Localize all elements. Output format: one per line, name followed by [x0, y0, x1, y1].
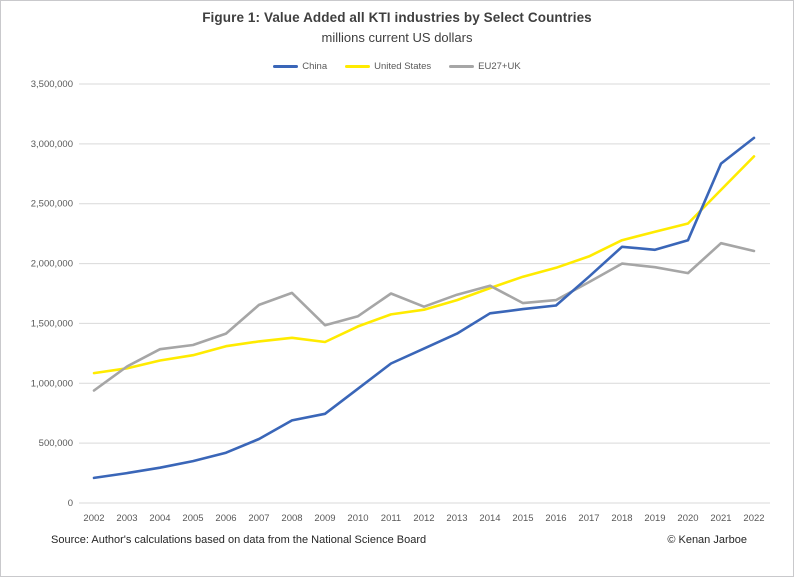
- y-tick-label: 0: [68, 498, 73, 509]
- x-tick-label: 2008: [281, 513, 302, 524]
- x-tick-label: 2002: [83, 513, 104, 524]
- chart-title: Figure 1: Value Added all KTI industries…: [202, 10, 592, 25]
- x-tick-label: 2005: [182, 513, 203, 524]
- x-tick-label: 2022: [743, 513, 764, 524]
- x-tick-label: 2003: [116, 513, 137, 524]
- series-line-united-states: [92, 155, 756, 375]
- y-tick-label: 500,000: [39, 438, 73, 449]
- x-tick-label: 2017: [578, 513, 599, 524]
- series-line-china: [92, 136, 756, 480]
- x-tick-label: 2007: [248, 513, 269, 524]
- legend-item-eu27-uk: EU27+UK: [449, 61, 521, 72]
- y-tick-label: 2,500,000: [31, 199, 73, 210]
- chart-subtitle: millions current US dollars: [321, 30, 473, 45]
- copyright-credit: © Kenan Jarboe: [667, 534, 747, 546]
- legend-swatch-eu27-uk: [449, 65, 475, 68]
- legend-item-china: China: [273, 61, 327, 72]
- chart-footer: Source: Author's calculations based on d…: [51, 534, 747, 546]
- legend-swatch-china: [273, 65, 299, 68]
- legend-label-eu27-uk: EU27+UK: [478, 61, 521, 72]
- series-line-eu27-uk: [92, 241, 756, 392]
- legend-swatch-united-states: [345, 65, 371, 68]
- x-tick-label: 2010: [347, 513, 368, 524]
- y-tick-label: 1,500,000: [31, 318, 73, 329]
- x-tick-label: 2021: [710, 513, 731, 524]
- y-tick-label: 3,000,000: [31, 139, 73, 150]
- x-tick-label: 2018: [611, 513, 632, 524]
- x-tick-label: 2004: [149, 513, 170, 524]
- x-tick-label: 2019: [644, 513, 665, 524]
- x-tick-label: 2020: [677, 513, 698, 524]
- y-tick-label: 3,500,000: [31, 79, 73, 90]
- y-tick-label: 2,000,000: [31, 259, 73, 270]
- legend-label-china: China: [302, 61, 328, 72]
- legend-item-united-states: United States: [345, 61, 431, 72]
- x-tick-label: 2009: [314, 513, 335, 524]
- x-tick-label: 2014: [479, 513, 500, 524]
- chart-legend: China United States EU27+UK: [1, 61, 793, 72]
- source-note: Source: Author's calculations based on d…: [51, 534, 427, 546]
- y-tick-label: 1,000,000: [31, 378, 73, 389]
- legend-label-united-states: United States: [374, 61, 432, 72]
- x-tick-label: 2015: [512, 513, 533, 524]
- x-tick-label: 2006: [215, 513, 236, 524]
- x-tick-label: 2012: [413, 513, 434, 524]
- x-tick-label: 2011: [381, 513, 401, 524]
- x-tick-label: 2013: [446, 513, 467, 524]
- x-tick-label: 2016: [545, 513, 566, 524]
